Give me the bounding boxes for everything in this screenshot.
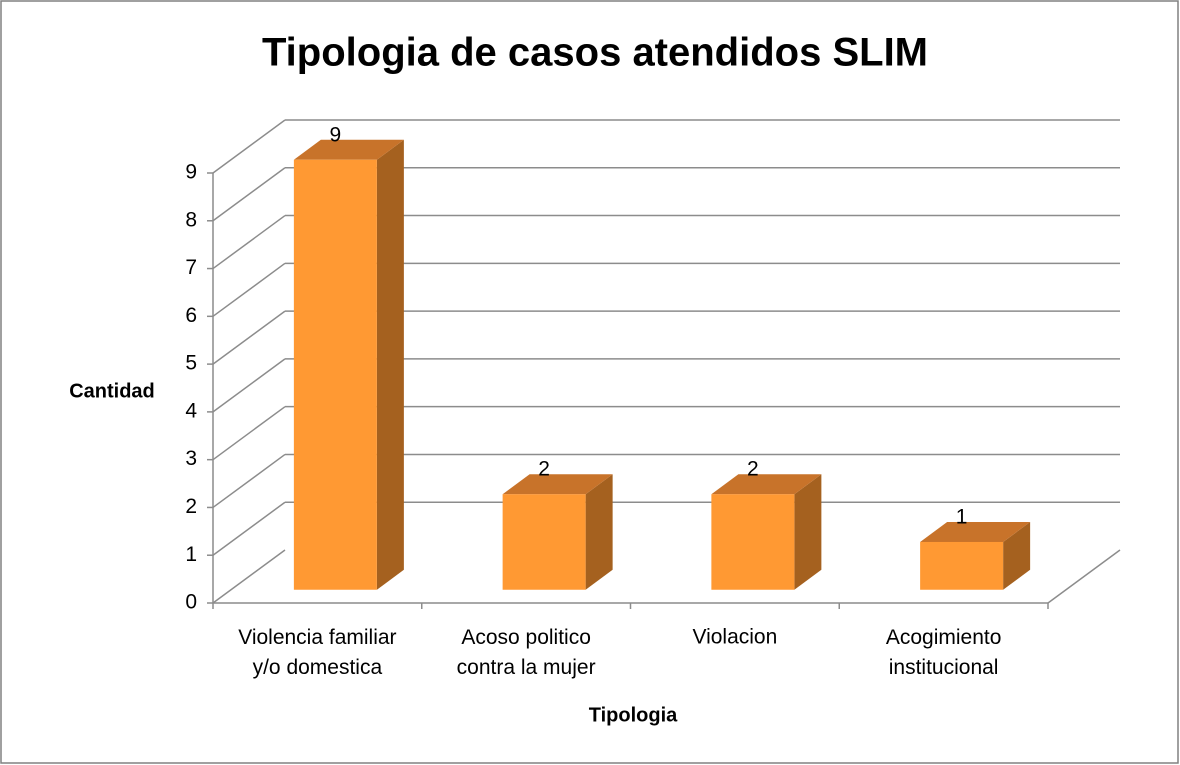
y-tick-label: 8 — [185, 208, 197, 231]
grid-line — [212, 310, 286, 365]
grid-line — [212, 119, 286, 174]
bar-side — [794, 474, 822, 590]
y-tick-label: 6 — [185, 304, 197, 327]
grid-line — [212, 549, 286, 604]
x-tick-label: Acoso politico contra la mujer — [457, 626, 596, 679]
x-tick-label: Acogimiento institucional — [886, 626, 1002, 679]
y-tick-label: 0 — [185, 591, 197, 614]
value-label: 2 — [538, 458, 550, 481]
grid-line — [212, 358, 286, 413]
bar — [293, 159, 377, 590]
bar — [711, 494, 795, 590]
bar-top — [711, 474, 822, 495]
grid-line — [212, 501, 286, 556]
bar-side — [376, 139, 404, 590]
bar-top — [920, 521, 1031, 542]
bar-side — [585, 474, 613, 590]
y-tick-label: 1 — [185, 543, 197, 566]
x-tick-label: Violencia familiar y/o domestica — [238, 626, 396, 679]
bar-top — [502, 474, 613, 495]
bar-top — [293, 139, 404, 160]
x-axis-title: Tipologia — [589, 704, 678, 726]
chart-title: Tipologia de casos atendidos SLIM — [262, 31, 928, 75]
y-tick-label: 3 — [185, 447, 197, 470]
y-axis-title: Cantidad — [69, 380, 155, 402]
bar — [920, 541, 1004, 590]
value-label: 2 — [747, 458, 759, 481]
y-tick-label: 4 — [185, 399, 197, 422]
y-tick-label: 2 — [185, 495, 197, 518]
value-label: 1 — [956, 506, 968, 529]
y-tick-label: 9 — [185, 161, 197, 184]
grid-line — [212, 214, 286, 270]
grid-line — [212, 262, 286, 317]
y-tick-label: 5 — [185, 352, 197, 375]
grid-line — [212, 453, 286, 509]
bar-side — [1003, 521, 1031, 590]
x-tick-label: Violacion — [692, 626, 777, 649]
floor-edge — [1047, 549, 1121, 604]
value-label: 9 — [330, 123, 342, 146]
bar — [502, 494, 586, 590]
grid-line — [212, 406, 286, 461]
grid-line — [212, 167, 286, 222]
y-tick-label: 7 — [185, 256, 197, 279]
